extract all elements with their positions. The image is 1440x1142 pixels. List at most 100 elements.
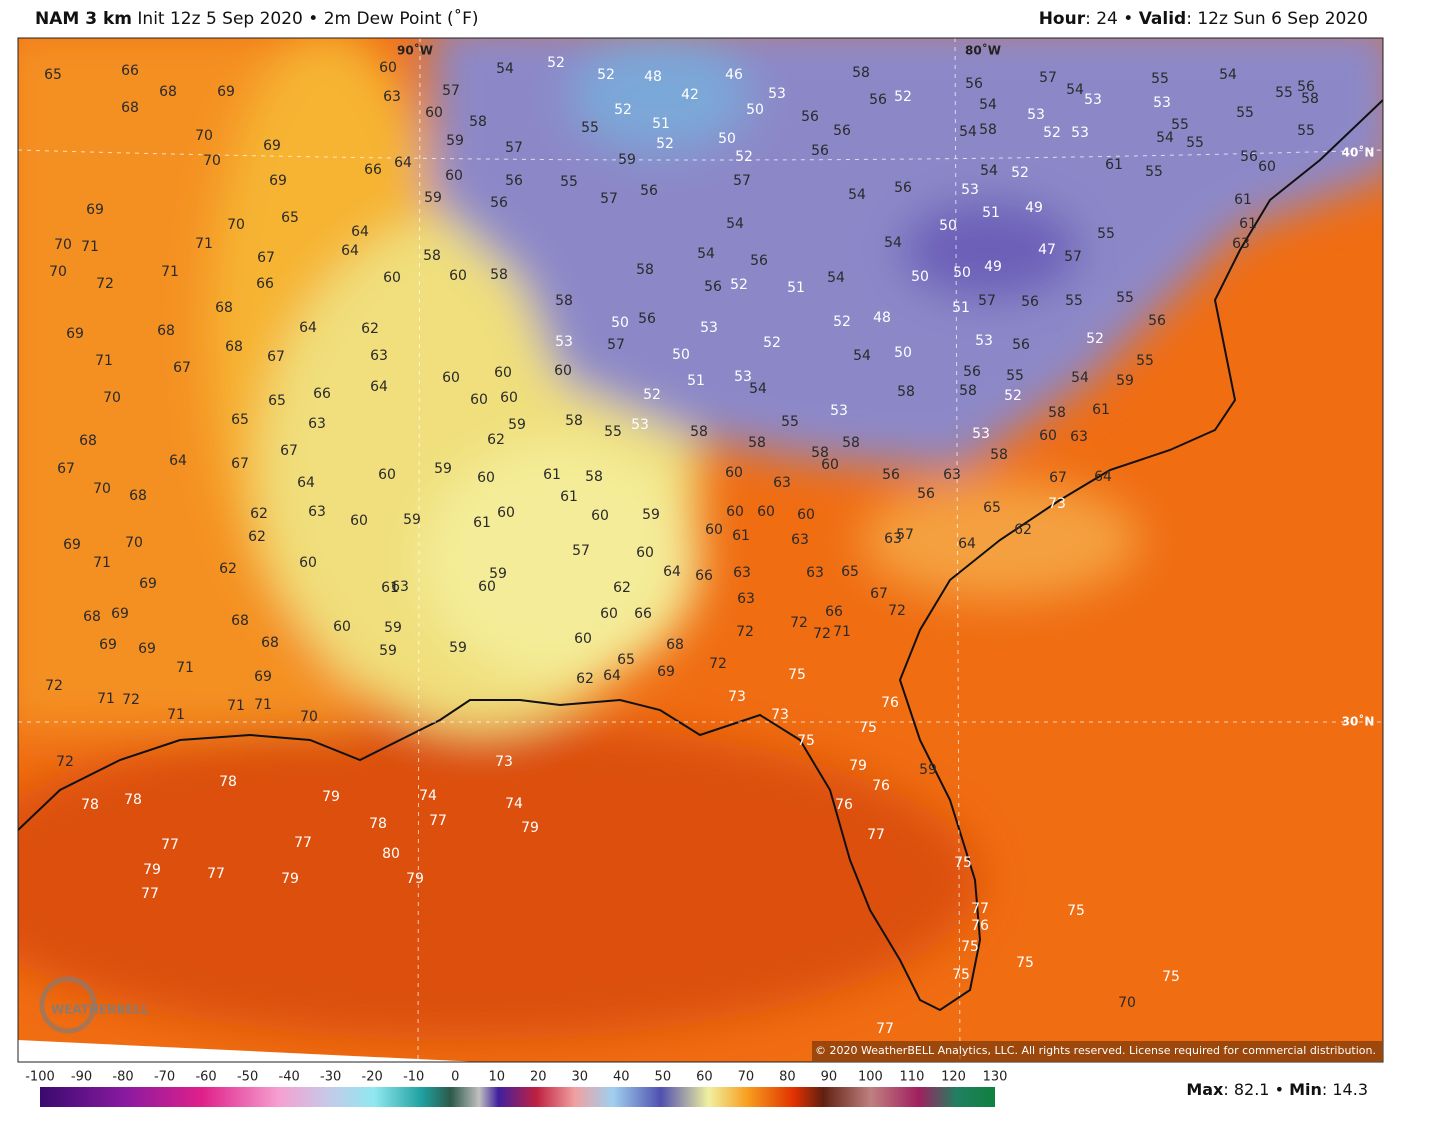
- station-value: 71: [93, 555, 111, 571]
- station-value: 58: [690, 424, 708, 440]
- field: [18, 38, 1383, 1062]
- station-value: 60: [378, 467, 396, 483]
- station-value: 54: [853, 348, 871, 364]
- station-value: 55: [1006, 368, 1024, 384]
- station-value: 54: [749, 381, 767, 397]
- station-value: 61: [1092, 402, 1110, 418]
- colorbar-tick-label: -60: [195, 1070, 216, 1085]
- station-value: 61: [1105, 157, 1123, 173]
- station-value: 54: [1066, 82, 1084, 98]
- station-value: 60: [554, 363, 572, 379]
- station-value: 75: [954, 855, 972, 871]
- station-value: 51: [952, 300, 970, 316]
- colorbar-tick-label: 60: [696, 1070, 713, 1085]
- station-value: 60: [477, 470, 495, 486]
- station-value: 61: [560, 489, 578, 505]
- station-value: 63: [806, 565, 824, 581]
- station-value: 65: [231, 412, 249, 428]
- station-value: 60: [636, 545, 654, 561]
- station-value: 59: [508, 417, 526, 433]
- station-value: 67: [257, 250, 275, 266]
- station-value: 75: [961, 939, 979, 955]
- station-value: 52: [1004, 388, 1022, 404]
- station-value: 72: [96, 276, 114, 292]
- station-value: 68: [261, 635, 279, 651]
- station-value: 60: [333, 619, 351, 635]
- station-value: 60: [600, 606, 618, 622]
- station-value: 48: [873, 310, 891, 326]
- station-value: 63: [733, 565, 751, 581]
- station-value: 56: [640, 183, 658, 199]
- station-value: 52: [1086, 331, 1104, 347]
- station-value: 57: [733, 173, 751, 189]
- station-value: 67: [267, 349, 285, 365]
- station-value: 56: [963, 364, 981, 380]
- station-value: 66: [825, 604, 843, 620]
- station-value: 62: [613, 580, 631, 596]
- separator: •: [1269, 1080, 1289, 1099]
- header-left: NAM 3 km Init 12z 5 Sep 2020 • 2m Dew Po…: [35, 9, 479, 29]
- station-value: 67: [57, 461, 75, 477]
- station-value: 71: [81, 239, 99, 255]
- station-value: 60: [797, 507, 815, 523]
- colorbar-tick-label: -50: [237, 1070, 258, 1085]
- station-value: 73: [728, 689, 746, 705]
- station-value: 63: [1070, 429, 1088, 445]
- station-value: 59: [1116, 373, 1134, 389]
- station-value: 46: [725, 67, 743, 83]
- station-value: 60: [1258, 159, 1276, 175]
- station-value: 70: [103, 390, 121, 406]
- station-value: 60: [725, 465, 743, 481]
- station-value: 66: [256, 276, 274, 292]
- station-value: 70: [195, 128, 213, 144]
- station-value: 59: [424, 190, 442, 206]
- station-value: 71: [195, 236, 213, 252]
- station-value: 68: [157, 323, 175, 339]
- colorbar-tick-label: 50: [655, 1070, 672, 1085]
- station-value: 61: [1234, 192, 1252, 208]
- station-value: 62: [219, 561, 237, 577]
- station-value: 50: [672, 347, 690, 363]
- station-value: 49: [1025, 200, 1043, 216]
- station-value: 55: [1065, 293, 1083, 309]
- station-value: 55: [781, 414, 799, 430]
- station-value: 56: [833, 123, 851, 139]
- station-value: 53: [768, 86, 786, 102]
- station-value: 74: [505, 796, 523, 812]
- station-value: 71: [833, 624, 851, 640]
- grid-label: 40˚N: [1342, 145, 1375, 160]
- valid: : 12z Sun 6 Sep 2020: [1186, 9, 1368, 29]
- station-value: 71: [227, 698, 245, 714]
- station-value: 50: [939, 218, 957, 234]
- station-value: 51: [787, 280, 805, 296]
- station-value: 63: [943, 467, 961, 483]
- station-value: 68: [121, 100, 139, 116]
- station-value: 56: [811, 143, 829, 159]
- station-value: 56: [917, 486, 935, 502]
- station-value: 54: [1156, 130, 1174, 146]
- copyright: © 2020 WeatherBELL Analytics, LLC. All r…: [815, 1044, 1376, 1057]
- station-value: 61: [1239, 216, 1257, 232]
- station-value: 78: [369, 816, 387, 832]
- station-value: 69: [86, 202, 104, 218]
- station-value: 60: [442, 370, 460, 386]
- station-value: 53: [972, 426, 990, 442]
- colorbar-tick-label: 20: [530, 1070, 547, 1085]
- station-value: 67: [231, 456, 249, 472]
- station-value: 62: [250, 506, 268, 522]
- station-value: 61: [732, 528, 750, 544]
- station-value: 65: [983, 500, 1001, 516]
- station-value: 56: [1148, 313, 1166, 329]
- station-value: 80: [382, 846, 400, 862]
- station-value: 52: [1011, 165, 1029, 181]
- station-value: 63: [308, 416, 326, 432]
- station-value: 62: [576, 671, 594, 687]
- station-value: 65: [841, 564, 859, 580]
- station-value: 68: [666, 637, 684, 653]
- station-value: 59: [403, 512, 421, 528]
- station-value: 66: [121, 63, 139, 79]
- station-value: 69: [138, 641, 156, 657]
- colorbar-tick-label: -90: [71, 1070, 92, 1085]
- station-value: 67: [280, 443, 298, 459]
- station-value: 65: [617, 652, 635, 668]
